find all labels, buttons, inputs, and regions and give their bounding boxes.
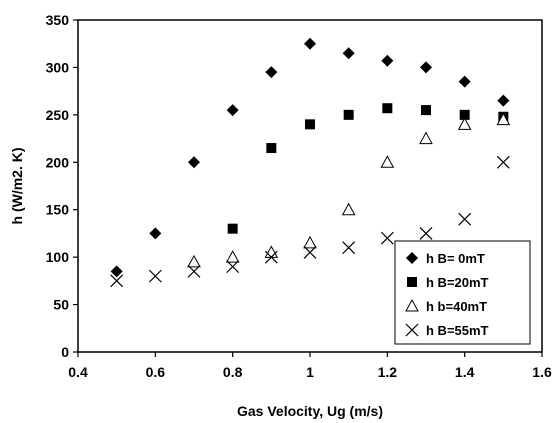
data-point-square <box>421 105 431 116</box>
series-diamond <box>110 37 510 278</box>
data-point-x <box>110 274 124 288</box>
y-tick-label: 0 <box>61 344 69 360</box>
data-point-triangle <box>380 155 395 168</box>
data-point-triangle <box>496 112 511 126</box>
y-tick-label: 300 <box>46 59 70 75</box>
y-axis: 0 50 100 150 200 250 300 350 <box>46 12 78 360</box>
data-point-x <box>342 241 356 255</box>
x-tick-label: 0.6 <box>146 364 166 380</box>
data-point-diamond <box>304 37 316 50</box>
data-point-x <box>303 245 317 259</box>
x-tick-label: 1.4 <box>455 364 475 380</box>
y-tick-label: 50 <box>53 297 69 313</box>
data-point-x <box>264 250 278 264</box>
legend: h B= 0mT h B=20mT h b=40mT h B=55mT <box>394 240 531 345</box>
data-point-diamond <box>149 227 162 240</box>
data-point-triangle <box>187 254 201 268</box>
data-point-x <box>419 227 433 240</box>
legend-marker-square <box>407 277 417 287</box>
data-point-x <box>458 212 472 226</box>
legend-marker-x <box>405 323 419 337</box>
data-point-diamond <box>381 54 394 67</box>
y-axis-label: h (W/m2. K) <box>9 148 25 225</box>
data-point-diamond <box>110 265 123 278</box>
data-point-square <box>382 103 393 114</box>
legend-marker-diamond <box>406 252 418 264</box>
data-point-square <box>266 143 277 154</box>
data-point-triangle <box>341 202 356 216</box>
data-point-x <box>226 260 240 274</box>
data-point-triangle <box>225 250 240 263</box>
data-point-diamond <box>420 61 432 74</box>
y-tick-label: 100 <box>46 249 70 265</box>
data-point-x <box>496 155 510 169</box>
data-point-triangle <box>457 117 472 130</box>
x-tick-label: 1.6 <box>532 364 552 380</box>
x-tick-label: 1.2 <box>378 364 398 380</box>
x-tick-label: 0.8 <box>223 364 243 380</box>
y-tick-label: 200 <box>46 154 70 170</box>
y-tick-label: 150 <box>46 202 70 218</box>
data-points <box>110 37 511 288</box>
data-point-diamond <box>497 94 510 107</box>
data-point-triangle <box>264 245 279 258</box>
data-point-square <box>305 119 315 130</box>
x-axis: 0.4 0.6 0.8 1 1.2 1.4 1.6 <box>68 352 552 380</box>
data-point-square <box>459 109 470 120</box>
data-point-x <box>187 264 201 278</box>
x-tick-label: 1 <box>306 364 314 380</box>
data-point-x <box>380 231 394 245</box>
legend-label: h B=55mT <box>426 323 489 338</box>
data-point-diamond <box>458 75 471 88</box>
data-point-diamond <box>188 156 200 169</box>
data-point-diamond <box>226 104 239 117</box>
data-point-square <box>343 109 354 120</box>
data-point-diamond <box>265 66 278 79</box>
x-tick-label: 0.4 <box>68 364 88 380</box>
data-point-triangle <box>419 131 433 145</box>
data-point-diamond <box>342 47 355 60</box>
y-tick-label: 350 <box>46 12 70 28</box>
legend-label: h B=20mT <box>426 275 489 290</box>
data-point-x <box>148 269 162 283</box>
x-axis-label: Gas Velocity, Ug (m/s) <box>237 403 383 419</box>
series-x <box>110 155 510 288</box>
legend-label: h b=40mT <box>426 299 487 314</box>
y-tick-label: 250 <box>46 107 70 123</box>
data-point-square <box>227 223 238 234</box>
data-point-triangle <box>303 235 317 249</box>
legend-marker-triangle <box>405 298 419 312</box>
legend-label: h B= 0mT <box>426 251 485 266</box>
